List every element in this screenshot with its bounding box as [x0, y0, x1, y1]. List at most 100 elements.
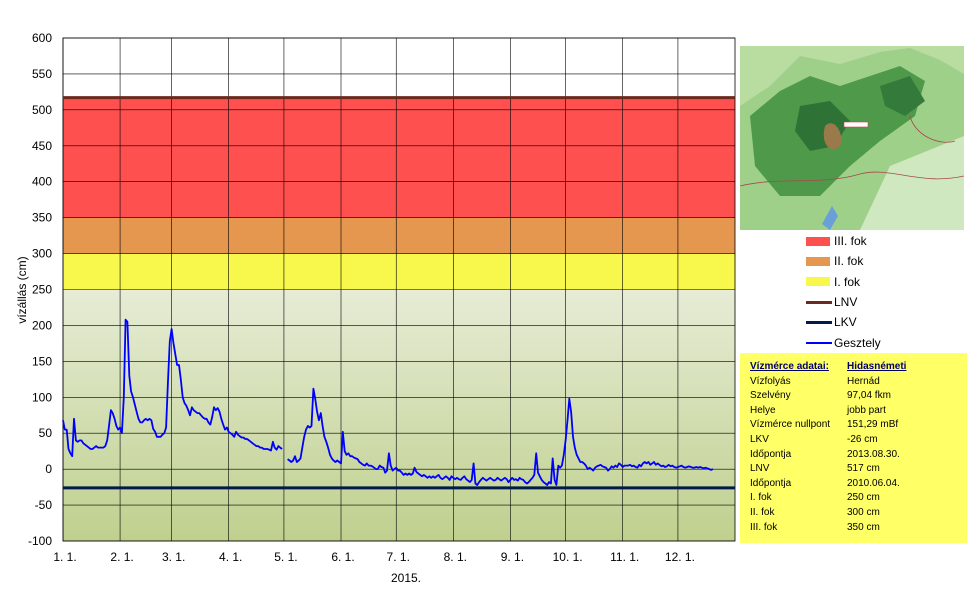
- info-key: III. fok: [750, 521, 778, 533]
- normal-zone: [63, 289, 735, 541]
- info-key: II. fok: [750, 506, 775, 518]
- legend-item: II. fok: [806, 251, 966, 271]
- legend-swatch: [806, 236, 830, 246]
- info-key: Helye: [750, 404, 776, 416]
- info-key: Vízfolyás: [750, 375, 791, 387]
- plot-border: [62, 37, 736, 542]
- info-row: Vízmérce nullpont 151,29 mBf: [750, 418, 906, 433]
- y-tick-label: 200: [32, 318, 52, 332]
- legend-swatch: [806, 320, 832, 324]
- legend-swatch: [806, 300, 832, 304]
- info-key: LKV: [750, 433, 769, 445]
- y-tick-label: 600: [32, 31, 52, 45]
- gridlines: [62, 37, 736, 542]
- legend-label: LKV: [834, 315, 857, 330]
- info-row: Vízfolyás Hernád: [750, 375, 906, 390]
- legend-swatch: [806, 256, 830, 266]
- x-tick-label: 8. 1.: [444, 550, 467, 564]
- x-tick-label: 4. 1.: [219, 550, 242, 564]
- legend-label: I. fok: [834, 274, 861, 289]
- series-layer: [62, 318, 714, 486]
- info-value: 97,04 fkm: [847, 390, 891, 402]
- legend-item: LNV: [806, 292, 966, 312]
- x-tick-label: 11. 1.: [610, 550, 639, 564]
- chart-legend: III. fok II. fok I. fok LNV LKV Gesztely: [806, 231, 966, 353]
- x-tick-label: 6. 1.: [331, 550, 354, 564]
- info-row: III. fok 350 cm: [750, 521, 906, 536]
- y-tick-label: 500: [32, 103, 52, 117]
- legend-swatch: [806, 277, 830, 287]
- info-value: 350 cm: [847, 521, 880, 533]
- x-tick-label: 7. 1.: [387, 550, 410, 564]
- info-value: jobb part: [847, 404, 886, 416]
- info-value: 300 cm: [847, 506, 880, 518]
- info-row: Időpontja 2010.06.04.: [750, 477, 906, 492]
- reference-lines: [63, 96, 735, 490]
- warning-band: [63, 97, 735, 218]
- warning-band: [63, 253, 735, 290]
- info-row: Helye jobb part: [750, 404, 906, 419]
- water-level-chart: 600550500450400350300250200150100500-50-…: [15, 31, 736, 585]
- y-tick-label: 300: [32, 247, 52, 261]
- legend-item: Gesztely: [806, 332, 966, 352]
- x-tick-label: 12. 1.: [665, 550, 695, 564]
- x-tick-label: 9. 1.: [501, 550, 524, 564]
- y-tick-label: 50: [39, 426, 53, 440]
- gauge-info-table: Vízmérce adatai: Hidasnémeti Vízfolyás He…: [750, 360, 906, 535]
- info-key: LNV: [750, 463, 770, 475]
- info-row: I. fok 250 cm: [750, 491, 906, 506]
- y-tick-label: 100: [32, 390, 52, 404]
- y-tick-label: 350: [32, 211, 52, 225]
- y-tick-labels: 600550500450400350300250200150100500-50-…: [28, 31, 52, 548]
- y-axis-title: vízállás (cm): [15, 256, 29, 323]
- info-row: LNV 517 cm: [750, 462, 906, 477]
- x-tick-labels: 1. 1. 2. 1. 3. 1. 4. 1. 5. 1. 6. 1. 7. 1. 8. 1.…: [53, 550, 695, 564]
- y-tick-label: -100: [28, 534, 52, 548]
- x-tick-label: 1. 1.: [53, 550, 76, 564]
- info-header-row: Vízmérce adatai: Hidasnémeti: [750, 360, 906, 375]
- info-header-value: Hidasnémeti: [847, 361, 907, 372]
- x-tick-label: 5. 1.: [274, 550, 297, 564]
- y-tick-label: 250: [32, 283, 52, 297]
- info-value: 2010.06.04.: [847, 477, 900, 489]
- info-row: Szelvény 97,04 fkm: [750, 389, 906, 404]
- legend-label: II. fok: [834, 254, 864, 269]
- y-tick-label: 450: [32, 139, 52, 153]
- info-value: 151,29 mBf: [847, 419, 899, 431]
- info-key: I. fok: [750, 492, 772, 504]
- gauge-info-box: Vízmérce adatai: Hidasnémeti Vízfolyás He…: [740, 353, 967, 543]
- legend-label: Gesztely: [834, 335, 881, 350]
- info-key: Vízmérce nullpont: [750, 419, 831, 431]
- location-map: [740, 46, 964, 230]
- info-row: Időpontja 2013.08.30.: [750, 448, 906, 463]
- legend-item: I. fok: [806, 272, 966, 292]
- info-value: 2013.08.30.: [847, 448, 900, 460]
- info-value: -26 cm: [847, 433, 878, 445]
- info-header-key: Vízmérce adatai:: [750, 361, 829, 372]
- info-value: Hernád: [847, 375, 880, 387]
- info-row: LKV -26 cm: [750, 433, 906, 448]
- info-value: 517 cm: [847, 463, 880, 475]
- y-tick-label: 0: [45, 462, 52, 476]
- info-key: Időpontja: [750, 477, 792, 489]
- info-key: Szelvény: [750, 390, 791, 402]
- info-key: Időpontja: [750, 448, 792, 460]
- info-value: 250 cm: [847, 492, 880, 504]
- legend-item: III. fok: [806, 231, 966, 251]
- x-tick-label: 10. 1.: [553, 550, 583, 564]
- warning-band: [63, 217, 735, 254]
- y-tick-label: 550: [32, 67, 52, 81]
- legend-label: LNV: [834, 295, 858, 310]
- y-tick-label: 400: [32, 175, 52, 189]
- legend-item: LKV: [806, 312, 966, 332]
- legend-swatch: [806, 341, 832, 344]
- series-line-gesztely: [62, 318, 714, 486]
- info-row: II. fok 300 cm: [750, 506, 906, 521]
- x-tick-label: 3. 1.: [162, 550, 185, 564]
- x-tick-label: 2. 1.: [110, 550, 133, 564]
- relief-map-image: [740, 46, 964, 230]
- x-axis-title: 2015.: [391, 571, 421, 585]
- y-tick-label: -50: [35, 498, 53, 512]
- y-tick-label: 150: [32, 354, 52, 368]
- legend-label: III. fok: [834, 234, 867, 249]
